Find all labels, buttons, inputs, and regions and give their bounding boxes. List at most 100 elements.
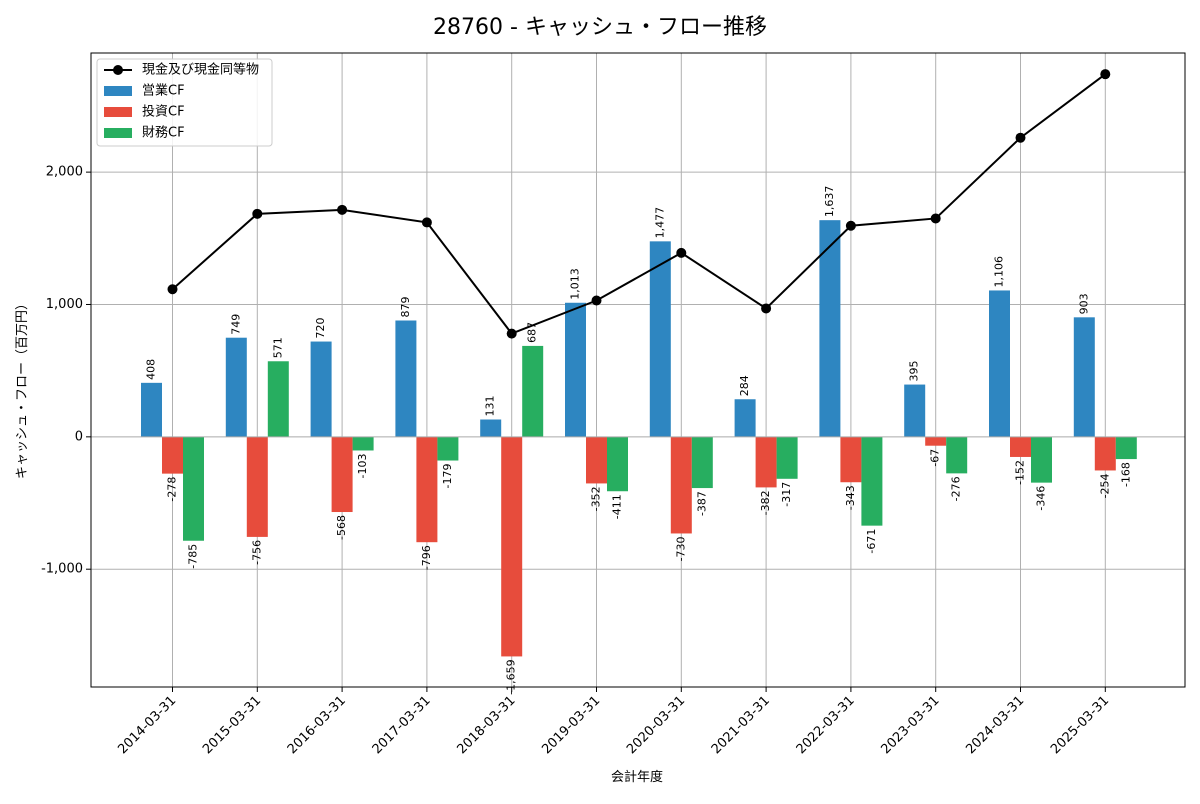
bar-営業CF-11	[1073, 317, 1095, 437]
bar-投資CF-5	[586, 436, 607, 484]
legend-entry: 現金及び現金同等物	[142, 62, 259, 78]
bar-value-label: 395	[908, 361, 921, 382]
bar-value-label: 571	[271, 337, 284, 358]
cash-line-series	[167, 69, 1111, 339]
y-axis-label: キャッシュ・フロー（百万円）	[15, 297, 30, 479]
legend-entry: 財務CF	[142, 126, 185, 141]
bar-value-label: 749	[229, 314, 242, 335]
cash-line-point	[252, 208, 263, 219]
bar-投資CF-11	[1094, 436, 1116, 471]
bar-投資CF-1	[246, 436, 268, 537]
bar-value-label: -254	[1098, 473, 1111, 498]
bar-value-label: 408	[145, 359, 158, 380]
bar-財務CF-5	[607, 436, 628, 492]
bar-value-label: 1,637	[823, 186, 836, 218]
bar-財務CF-2	[352, 436, 374, 451]
y-tick-label: 0	[75, 429, 83, 444]
bar-営業CF-10	[989, 290, 1010, 437]
grid-lines	[91, 53, 1185, 687]
bar-value-label: 1,013	[569, 268, 582, 300]
bar-series	[141, 220, 1137, 657]
x-tick-label: 2021-03-31	[709, 693, 773, 757]
cash-line-point	[591, 295, 602, 306]
x-axis-label: 会計年度	[611, 769, 663, 785]
x-tick-label: 2017-03-31	[370, 693, 434, 757]
bar-営業CF-5	[565, 302, 586, 437]
bar-value-label: -785	[187, 544, 200, 569]
bar-営業CF-9	[904, 384, 926, 437]
bar-value-label: -1,659	[505, 659, 518, 694]
cash-line-point	[337, 204, 348, 215]
bar-財務CF-4	[522, 345, 544, 437]
bar-value-label: 1,106	[993, 256, 1006, 288]
x-tick-label: 2020-03-31	[624, 693, 688, 757]
bar-value-label: -411	[611, 494, 624, 519]
cash-line-point	[845, 220, 856, 231]
bar-value-label: 903	[1077, 293, 1090, 314]
x-tick-label: 2022-03-31	[794, 693, 858, 757]
legend-bar-swatch	[104, 86, 132, 96]
bar-営業CF-2	[310, 341, 332, 437]
bar-value-label: -152	[1014, 460, 1027, 485]
legend-line-marker	[113, 65, 123, 75]
bar-value-label: -730	[674, 536, 687, 561]
bar-営業CF-3	[395, 320, 417, 437]
bar-value-label: -382	[759, 490, 772, 515]
bar-value-label: -671	[865, 529, 878, 554]
bar-営業CF-4	[480, 419, 502, 437]
bar-value-label: -387	[695, 491, 708, 516]
plot-frame	[90, 52, 1186, 688]
x-tick-label: 2025-03-31	[1048, 693, 1112, 757]
cash-line-point	[506, 328, 517, 339]
x-tick-label: 2016-03-31	[285, 693, 349, 757]
bar-財務CF-8	[861, 436, 883, 526]
bar-投資CF-10	[1010, 436, 1031, 457]
chart-title: 28760 - キャッシュ・フロー推移	[433, 15, 767, 40]
bar-財務CF-0	[183, 436, 204, 541]
bar-value-label: -756	[250, 540, 263, 565]
bar-営業CF-7	[734, 399, 756, 437]
y-tick-label: 1,000	[46, 297, 83, 312]
legend-entry: 営業CF	[142, 83, 185, 99]
bar-営業CF-0	[141, 382, 162, 437]
x-tick-label: 2018-03-31	[454, 693, 518, 757]
cash-line	[171, 73, 1106, 335]
cash-line-point	[167, 284, 178, 295]
x-tick-label: 2015-03-31	[200, 693, 264, 757]
bar-投資CF-4	[501, 436, 523, 657]
bar-投資CF-7	[755, 436, 777, 488]
bar-value-label: 687	[526, 322, 539, 343]
cash-line-point	[676, 247, 687, 258]
bar-投資CF-0	[162, 436, 183, 474]
cash-line-point	[930, 213, 941, 224]
y-tick-label: -1,000	[41, 562, 83, 577]
bar-value-label: -168	[1119, 462, 1132, 487]
bar-投資CF-2	[331, 436, 353, 513]
bar-value-label: -796	[420, 545, 433, 570]
bar-value-label: -278	[166, 477, 179, 502]
bar-value-label: -346	[1035, 486, 1048, 511]
bar-value-label: -317	[780, 482, 793, 507]
x-tick-label: 2014-03-31	[115, 693, 179, 757]
y-tick-label: 2,000	[46, 165, 83, 180]
bar-value-label: -343	[844, 485, 857, 510]
bar-value-label: -103	[356, 453, 369, 478]
bar-財務CF-7	[776, 436, 798, 479]
x-tick-label: 2023-03-31	[878, 693, 942, 757]
cash-line-point	[421, 217, 432, 228]
bar-財務CF-11	[1115, 436, 1137, 460]
bar-value-label: -568	[335, 515, 348, 540]
legend-bar-swatch	[104, 128, 132, 138]
bar-財務CF-10	[1031, 436, 1052, 483]
bar-投資CF-6	[670, 436, 692, 534]
bar-value-label: -276	[950, 476, 963, 501]
cash-line-point	[761, 303, 772, 314]
bar-value-label: 879	[399, 296, 412, 317]
bar-value-labels: 408 749 720 879 131 1,013 1,477 284 1,637 395 1,10…	[145, 186, 1133, 695]
bar-value-label: 131	[484, 396, 497, 417]
bar-投資CF-8	[840, 436, 862, 483]
bar-value-label: -352	[590, 486, 603, 511]
cash-line-point	[1100, 69, 1111, 80]
bar-value-label: -67	[929, 449, 942, 467]
